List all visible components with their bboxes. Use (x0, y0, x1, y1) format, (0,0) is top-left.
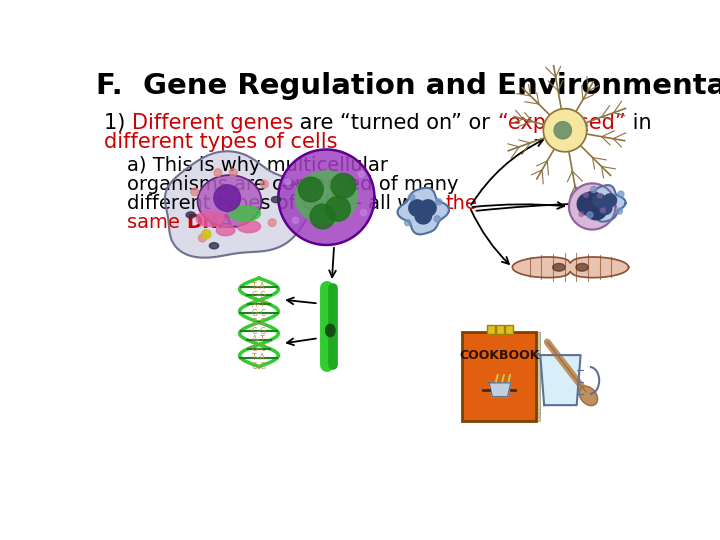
Polygon shape (434, 215, 441, 222)
Text: different types of cells – all with: different types of cells – all with (127, 194, 445, 213)
Polygon shape (269, 219, 276, 226)
Text: C–G: C–G (251, 318, 266, 327)
Polygon shape (230, 206, 261, 221)
Polygon shape (238, 220, 261, 233)
Polygon shape (216, 225, 235, 236)
Text: organisms are composed of many: organisms are composed of many (127, 175, 459, 194)
Polygon shape (196, 211, 224, 226)
Text: are “turned on” or: are “turned on” or (293, 112, 497, 132)
Text: COOKBOOK: COOKBOOK (460, 349, 540, 362)
FancyBboxPatch shape (535, 332, 539, 417)
Polygon shape (325, 325, 335, 336)
Polygon shape (420, 200, 436, 216)
Polygon shape (584, 193, 588, 197)
Polygon shape (397, 188, 449, 234)
Text: G–C: G–C (251, 345, 266, 353)
Polygon shape (199, 234, 206, 242)
Text: T–A: T–A (252, 282, 266, 291)
Polygon shape (165, 151, 311, 258)
Polygon shape (579, 212, 584, 217)
Polygon shape (361, 210, 366, 215)
Polygon shape (325, 197, 351, 221)
FancyBboxPatch shape (487, 325, 495, 334)
Text: C–G: C–G (251, 362, 266, 371)
Polygon shape (585, 185, 626, 222)
Polygon shape (603, 194, 616, 207)
Polygon shape (409, 200, 426, 216)
Text: C–G: C–G (251, 327, 266, 335)
Polygon shape (292, 217, 299, 224)
FancyBboxPatch shape (505, 325, 513, 334)
Polygon shape (331, 173, 356, 198)
Text: DNA: DNA (186, 213, 234, 232)
Polygon shape (489, 383, 510, 397)
FancyBboxPatch shape (535, 332, 539, 421)
Polygon shape (284, 179, 291, 185)
Text: different types of cells: different types of cells (104, 132, 338, 152)
Polygon shape (436, 199, 442, 205)
Polygon shape (261, 180, 269, 188)
Ellipse shape (579, 386, 598, 406)
Text: T–A: T–A (252, 353, 266, 362)
FancyBboxPatch shape (462, 332, 536, 421)
Polygon shape (202, 230, 211, 239)
Polygon shape (544, 109, 587, 152)
Polygon shape (554, 122, 572, 139)
Polygon shape (408, 194, 415, 200)
Polygon shape (279, 150, 374, 245)
Polygon shape (581, 192, 603, 214)
Polygon shape (569, 184, 616, 230)
Text: G–C: G–C (251, 309, 266, 318)
Text: “expressed”: “expressed” (497, 112, 626, 132)
FancyBboxPatch shape (496, 325, 504, 334)
Text: .: . (234, 213, 240, 232)
Polygon shape (599, 201, 612, 214)
Text: 1): 1) (104, 112, 132, 132)
Polygon shape (585, 198, 607, 220)
Text: in: in (626, 112, 651, 132)
Polygon shape (191, 188, 199, 195)
Text: a) This is why multicellular: a) This is why multicellular (127, 156, 388, 174)
Polygon shape (405, 220, 411, 226)
Text: A–T: A–T (252, 300, 266, 309)
Polygon shape (271, 197, 281, 202)
Polygon shape (540, 355, 580, 405)
FancyBboxPatch shape (535, 332, 539, 413)
Polygon shape (553, 264, 565, 271)
Text: Different genes: Different genes (132, 112, 293, 132)
Polygon shape (214, 169, 222, 177)
Polygon shape (310, 204, 335, 229)
Polygon shape (616, 208, 622, 214)
Polygon shape (513, 257, 629, 278)
Text: F.  Gene Regulation and Environmental Influence: F. Gene Regulation and Environmental Inf… (96, 72, 720, 100)
FancyBboxPatch shape (535, 332, 539, 409)
Polygon shape (590, 186, 597, 193)
Text: same: same (127, 213, 186, 232)
Text: C–G: C–G (251, 291, 266, 300)
Polygon shape (576, 264, 588, 271)
Polygon shape (577, 193, 599, 215)
Text: the: the (445, 194, 477, 213)
Polygon shape (230, 169, 238, 177)
Polygon shape (295, 171, 358, 224)
Polygon shape (210, 242, 219, 249)
Polygon shape (618, 191, 624, 197)
Text: A–T: A–T (252, 335, 266, 345)
Polygon shape (587, 212, 593, 218)
Polygon shape (598, 193, 602, 198)
Polygon shape (415, 207, 431, 224)
Polygon shape (600, 208, 606, 213)
Polygon shape (197, 175, 261, 227)
Polygon shape (299, 177, 323, 202)
Polygon shape (593, 194, 606, 207)
Polygon shape (358, 171, 364, 177)
Polygon shape (214, 185, 240, 211)
Polygon shape (186, 212, 195, 218)
